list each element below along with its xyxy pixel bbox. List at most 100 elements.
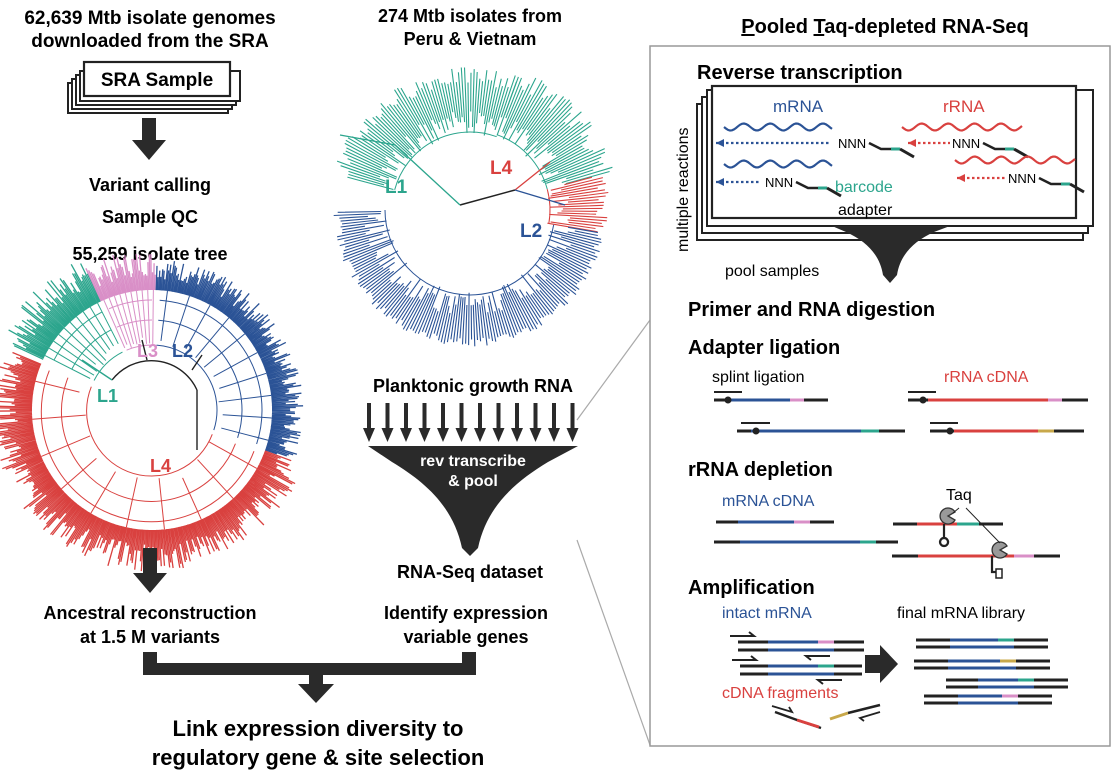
cdna-arrowhead — [716, 139, 724, 147]
zoom-line-bottom — [576, 539, 651, 746]
ligation-constructs — [714, 391, 1088, 435]
tree-spoke — [208, 441, 258, 469]
primer-arrow — [815, 679, 842, 685]
rrna-label: rRNA — [943, 97, 985, 116]
ligation-point — [919, 396, 927, 404]
identify-line1: Identify expression — [384, 603, 548, 623]
small-arrow-head — [437, 428, 449, 442]
tree-spoke — [97, 302, 119, 345]
funnel-line1: rev transcribe — [420, 453, 526, 470]
variant-calling-label: Variant calling — [89, 175, 211, 195]
primer-arrow — [803, 655, 830, 661]
rt-title: Reverse transcription — [697, 62, 903, 84]
tree-arc — [126, 344, 153, 351]
tree-spoke — [82, 311, 111, 351]
semi-l2-branch — [514, 189, 566, 206]
small-arrow-shaft — [404, 403, 408, 430]
ancestral-line1: Ancestral reconstruction — [43, 603, 256, 623]
tree-l1-branch — [81, 359, 113, 381]
small-arrow-shaft — [422, 403, 427, 430]
tree-spoke — [160, 290, 168, 342]
tree-spoke — [125, 477, 138, 528]
tree-label-l2: L2 — [172, 341, 193, 361]
primer-arrow — [730, 631, 757, 637]
reaction-frames — [696, 84, 1094, 241]
hairpin-end — [995, 568, 1003, 579]
semi-tips — [336, 67, 518, 191]
adapter-segment — [1069, 182, 1085, 194]
small-arrow-shaft — [459, 403, 464, 430]
tree-tips — [155, 261, 304, 457]
adapter-segment — [826, 186, 842, 198]
tree-spoke — [113, 295, 132, 348]
identify-line2: variable genes — [403, 627, 528, 647]
tree-spoke — [141, 290, 148, 344]
splint-ligation-label: splint ligation — [712, 369, 805, 386]
tree-root-branch — [191, 354, 203, 371]
taq-pointer — [965, 507, 1001, 544]
ligation-point — [752, 427, 760, 435]
tree-tips — [8, 263, 102, 360]
adapter-segment — [1013, 147, 1029, 159]
tree-arc — [60, 377, 236, 502]
small-arrow-head — [455, 428, 468, 442]
zoom-line-top — [576, 319, 651, 421]
small-arrow-head — [381, 428, 394, 442]
small-arrow-shaft — [478, 403, 482, 430]
semi-l1-branch — [339, 134, 461, 206]
rna-wave — [723, 159, 833, 169]
panel-title-aq: aq — [824, 16, 847, 38]
cdna-arrowhead — [716, 178, 724, 186]
rrna-cdna-label: rRNA cDNA — [944, 369, 1029, 386]
ligation-point — [724, 396, 732, 404]
primer-tail — [795, 180, 818, 190]
circular-phylogenetic-tree — [0, 254, 304, 572]
fragment-red — [796, 718, 820, 729]
tree-arc — [71, 329, 112, 370]
left-arrow-1 — [132, 118, 166, 160]
tree-label-l1: L1 — [97, 386, 118, 406]
small-arrow-head — [418, 428, 431, 442]
tree-spoke — [124, 292, 138, 345]
taq-enzyme — [939, 507, 956, 525]
tree-spoke — [197, 459, 234, 499]
bottom-line1: Link expression diversity to — [173, 716, 464, 741]
middle-title-line1: 274 Mtb isolates from — [378, 6, 562, 26]
middle-title-line2: Peru & Vietnam — [404, 29, 537, 49]
fragment — [847, 703, 881, 715]
nnn-label: NNN — [1008, 171, 1036, 186]
semi-tips — [333, 210, 602, 347]
small-arrow-head — [548, 428, 560, 442]
small-arrow-shaft — [515, 403, 519, 430]
rt-reactions: NNN NNN NNN NNN — [716, 122, 1085, 198]
rna-wave — [723, 122, 833, 132]
semicircular-phylogenetic-tree — [333, 67, 613, 347]
tree-spoke — [182, 477, 202, 520]
tree-spoke — [90, 471, 116, 514]
panel-title-p: P — [741, 16, 754, 38]
depletion-constructs — [714, 507, 1060, 579]
rnaseq-dataset-label: RNA-Seq dataset — [397, 562, 543, 582]
small-arrow-shaft — [552, 403, 556, 430]
semi-root — [459, 189, 516, 206]
bottom-line2: regulatory gene & site selection — [152, 745, 485, 770]
semi-label-l2: L2 — [520, 221, 542, 242]
tree-spoke — [218, 394, 272, 403]
tree-spoke — [69, 321, 107, 361]
taq-pointer — [952, 507, 960, 514]
tree-spoke — [213, 352, 258, 377]
left-arrow-2 — [133, 548, 167, 593]
adapter-label: adapter — [838, 202, 893, 219]
small-arrow-shaft — [570, 403, 575, 430]
tree-label-l4: L4 — [150, 456, 171, 476]
nnn-label: NNN — [952, 136, 980, 151]
semi-tips — [502, 76, 613, 185]
cdna-arrowhead — [908, 139, 916, 147]
tree-spoke — [185, 304, 211, 350]
semi-arc — [497, 134, 548, 190]
small-arrow-head — [566, 428, 579, 442]
tree-spoke — [130, 291, 141, 344]
planktonic-growth-label: Planktonic growth RNA — [373, 376, 573, 396]
ligation-point — [946, 427, 954, 435]
tree-tips — [0, 351, 296, 572]
